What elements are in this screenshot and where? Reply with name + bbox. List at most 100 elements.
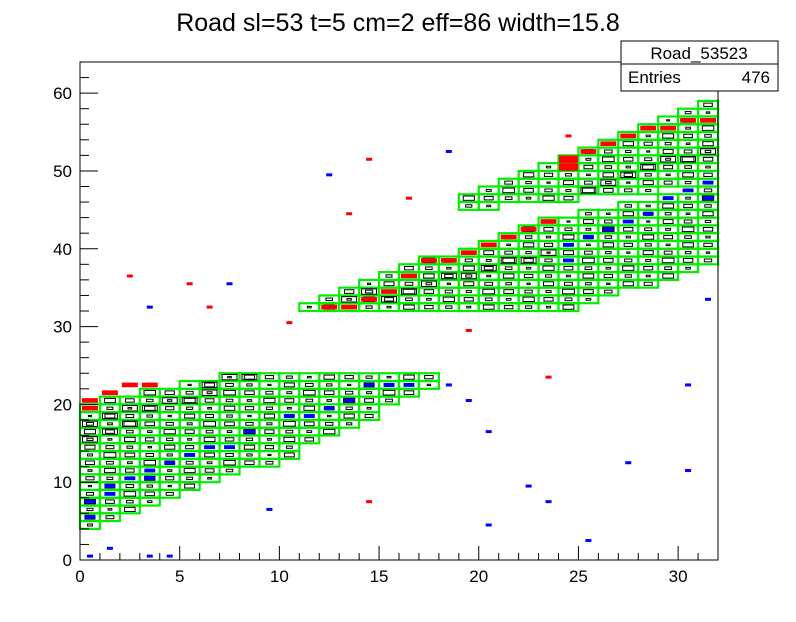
- hit-bin: [644, 173, 652, 177]
- hit-bin: [187, 438, 193, 441]
- road-bin: [178, 434, 201, 445]
- hit-bin: [563, 250, 574, 256]
- hit-bin: [486, 274, 492, 278]
- road-bin: [637, 138, 660, 149]
- road-bin: [138, 426, 161, 437]
- hit-bin: [306, 305, 312, 309]
- hit-bin-strong: [141, 405, 158, 412]
- blue-bin: [363, 382, 375, 387]
- road-bin: [377, 278, 401, 289]
- hit-bin: [244, 460, 255, 466]
- road-bin: [178, 418, 201, 429]
- road-bin: [477, 193, 500, 204]
- hit-bin: [383, 281, 395, 287]
- blue-bin: [283, 414, 295, 418]
- blue-bin: [224, 445, 236, 450]
- hit-bin: [705, 111, 711, 114]
- road-bin: [158, 411, 181, 422]
- road-bin: [138, 481, 161, 492]
- red-bin: [440, 258, 457, 263]
- hit-bin: [603, 258, 614, 263]
- hit-bin: [386, 375, 392, 379]
- road-bin: [417, 286, 440, 297]
- hit-bin: [544, 274, 553, 278]
- road-bin: [696, 232, 720, 243]
- road-bin: [497, 193, 520, 204]
- road-bin: [358, 403, 381, 414]
- road-bin: [657, 169, 680, 180]
- hit-bin: [562, 180, 574, 186]
- blue-bin: [323, 406, 335, 411]
- road-bin: [78, 504, 102, 515]
- hit-bin: [405, 297, 413, 302]
- hit-bin: [203, 421, 216, 427]
- hit-bin: [625, 235, 631, 239]
- road-bin: [178, 442, 201, 453]
- road-bin: [477, 247, 500, 258]
- road-bin: [278, 403, 301, 414]
- road-bin: [696, 169, 720, 180]
- hit-bin: [644, 227, 653, 232]
- road-bin: [178, 457, 201, 468]
- road-bin: [397, 294, 421, 305]
- hit-bin: [444, 289, 453, 294]
- hit-bin: [402, 288, 416, 295]
- road-bin: [696, 154, 720, 165]
- hit-bin: [583, 289, 594, 294]
- road-bin: [617, 270, 640, 281]
- road-bin: [158, 387, 181, 398]
- hit-bin: [346, 297, 352, 301]
- road-bin: [138, 411, 161, 422]
- road-bin: [138, 449, 161, 460]
- road-bin: [557, 216, 580, 227]
- hit-bin: [302, 389, 316, 396]
- road-bin: [118, 457, 141, 468]
- hit-bin: [265, 460, 274, 465]
- road-bin: [657, 130, 680, 141]
- road-bin: [617, 239, 640, 250]
- y-tick-label: 30: [53, 318, 72, 337]
- road-bin: [637, 216, 660, 227]
- road-bin: [696, 247, 720, 258]
- road-bin: [696, 239, 720, 250]
- hit-bin: [585, 297, 592, 301]
- plot-area: [78, 99, 720, 558]
- road-bin: [497, 302, 520, 313]
- road-bin: [118, 465, 141, 476]
- road-bin: [457, 278, 480, 289]
- hit-bin: [662, 273, 675, 279]
- hit-bin: [583, 219, 594, 224]
- road-bin: [258, 372, 281, 383]
- x-tick-label: 10: [270, 567, 289, 586]
- hit-bin: [523, 188, 534, 193]
- hit-bin: [685, 212, 691, 215]
- red-bin: [640, 125, 657, 131]
- hit-bin: [425, 282, 433, 286]
- road-bin: [557, 294, 580, 305]
- hit-bin: [702, 226, 714, 232]
- hit-bin: [264, 445, 274, 450]
- hit-bin: [347, 383, 352, 387]
- hit-bin: [125, 468, 135, 473]
- hit-bin: [403, 304, 415, 310]
- road-bin: [238, 442, 261, 453]
- hit-bin: [602, 226, 615, 233]
- road-bin: [577, 224, 600, 235]
- road-bin: [98, 434, 121, 445]
- blue-bin: [582, 235, 594, 240]
- road-bin: [258, 442, 281, 453]
- road-bin: [437, 302, 460, 313]
- hit-bin: [584, 266, 593, 271]
- road-bin: [258, 457, 281, 468]
- hit-bin: [187, 383, 192, 387]
- road-bin: [537, 169, 560, 180]
- hit-bin: [622, 265, 635, 271]
- blue-outlier: [685, 383, 692, 387]
- road-bin: [696, 99, 720, 110]
- hit-bin: [265, 390, 274, 395]
- road-bin: [118, 504, 141, 515]
- red-outlier: [405, 196, 412, 200]
- x-tick-label: 30: [669, 567, 688, 586]
- road-bin: [258, 434, 281, 445]
- hit-bin: [203, 436, 216, 442]
